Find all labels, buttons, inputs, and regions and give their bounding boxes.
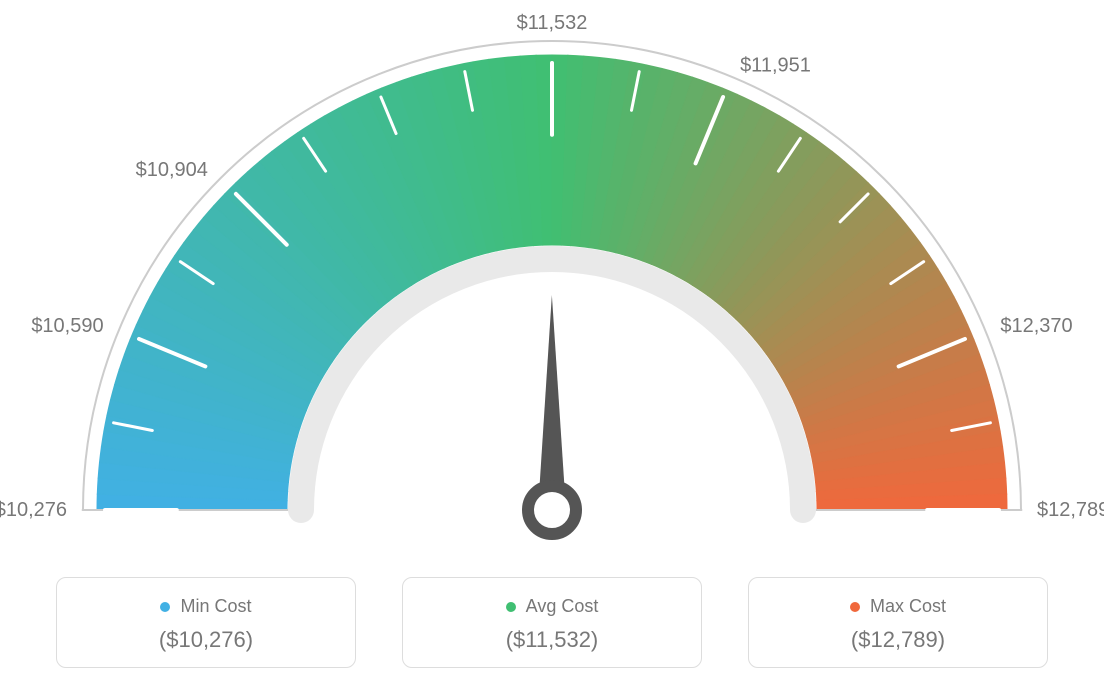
legend-label-wrap: Max Cost	[850, 596, 946, 617]
legend-label: Avg Cost	[526, 596, 599, 617]
cost-gauge-widget: $10,276 $10,590 $10,904 $11,532 $11,951 $12,3…	[0, 0, 1104, 690]
gauge-tick-label: $10,904	[136, 159, 208, 181]
legend-label-wrap: Avg Cost	[506, 596, 599, 617]
max-dot-icon	[850, 602, 860, 612]
gauge-tick-label: $10,590	[31, 315, 103, 337]
legend-label: Max Cost	[870, 596, 946, 617]
legend-label-wrap: Min Cost	[160, 596, 251, 617]
legend-card-max: Max Cost ($12,789)	[748, 577, 1048, 668]
gauge-tick-label: $11,951	[740, 55, 811, 77]
gauge-tick-label: $12,789	[1037, 499, 1104, 521]
avg-dot-icon	[506, 602, 516, 612]
legend-label: Min Cost	[180, 596, 251, 617]
min-dot-icon	[160, 602, 170, 612]
legend-card-min: Min Cost ($10,276)	[56, 577, 356, 668]
legend-value: ($10,276)	[57, 627, 355, 653]
gauge-tick-label: $11,532	[517, 12, 588, 34]
gauge-svg: $10,276 $10,590 $10,904 $11,532 $11,951 $12,3…	[0, 0, 1104, 560]
legend-row: Min Cost ($10,276) Avg Cost ($11,532) Ma…	[0, 577, 1104, 668]
gauge-hub-icon	[528, 486, 576, 534]
gauge-tick-label: $12,370	[1000, 315, 1072, 337]
gauge-needle	[538, 295, 566, 510]
legend-value: ($12,789)	[749, 627, 1047, 653]
legend-value: ($11,532)	[403, 627, 701, 653]
gauge-area: $10,276 $10,590 $10,904 $11,532 $11,951 $12,3…	[0, 0, 1104, 560]
legend-card-avg: Avg Cost ($11,532)	[402, 577, 702, 668]
gauge-tick-label: $10,276	[0, 499, 67, 521]
